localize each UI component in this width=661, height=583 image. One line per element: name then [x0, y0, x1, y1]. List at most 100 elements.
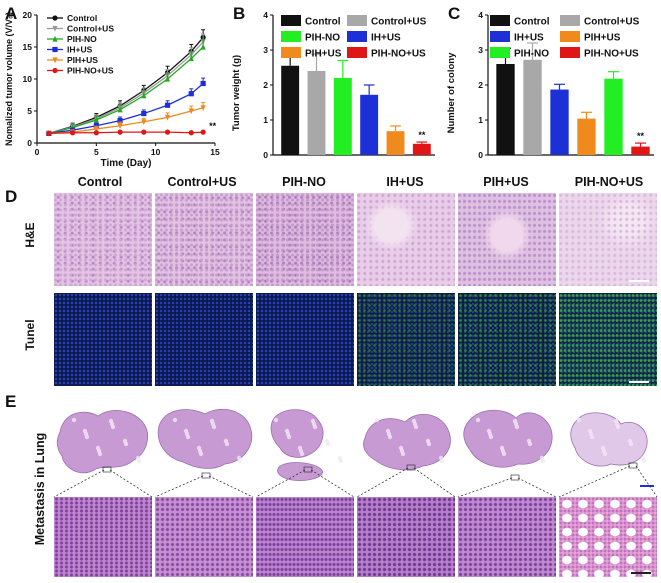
- alveolar-space: [385, 428, 391, 434]
- alveolar-space: [587, 428, 593, 434]
- lung-tissue: [270, 409, 324, 481]
- column-header-pih-no-us: PIH-NO+US: [574, 175, 644, 189]
- tumor-weight-bar-chart: 0 1 2 3 4 Tumor weight (g) ** Control Control+US…: [231, 10, 435, 160]
- alveolar-space: [324, 438, 330, 444]
- bar-ih-us: [360, 94, 379, 155]
- bar-control-us: [523, 59, 542, 155]
- data-point: [200, 80, 206, 87]
- alveolar-space: [499, 445, 505, 451]
- alveolar-space: [108, 418, 114, 424]
- bar-pih-no: [604, 78, 623, 155]
- data-point: [200, 129, 206, 135]
- legend: Control Control+US IH+US PIH+US PIH-NO PIH-NO…: [490, 15, 640, 60]
- legend-label-pih-no: PIH-NO: [305, 33, 340, 44]
- alveolar-space: [374, 417, 380, 423]
- row-label-he: H&E: [23, 222, 37, 248]
- alveolar-space: [122, 438, 128, 444]
- alveolar-space: [209, 418, 215, 424]
- column-header-control-us: Control+US: [167, 175, 237, 189]
- alveolar-space: [613, 418, 619, 424]
- y-tick-label: 4: [478, 10, 483, 20]
- bar-pih-no: [333, 78, 352, 155]
- legend-swatch: [490, 47, 510, 58]
- he-micrograph-control-us: [155, 193, 253, 286]
- lung-zoom-micrograph-control-us: [155, 497, 253, 577]
- lung-section-control: [56, 410, 148, 474]
- bar-pih-no-us: [631, 146, 650, 155]
- data-point: [46, 130, 52, 136]
- significance-marker: **: [637, 131, 645, 141]
- alveolar-space: [82, 428, 88, 434]
- colony-number-bar-chart: 0 1 2 3 4 Number of colony ** Control Control+US…: [446, 10, 654, 160]
- y-tick-label: 10: [23, 74, 33, 84]
- legend-swatch: [490, 15, 510, 26]
- legend-label-ih-us: IH+US: [371, 33, 401, 44]
- he-micrograph-ih-us: [357, 193, 455, 286]
- lung-tissue: [56, 410, 148, 474]
- bar-ih-us: [550, 89, 569, 155]
- scale-bar: [631, 572, 651, 574]
- alveolar-space: [297, 445, 303, 451]
- lung-zoom-micrograph-pih-no: [256, 497, 354, 577]
- y-tick-label: 15: [23, 42, 33, 52]
- data-point: [164, 129, 171, 135]
- data-point: [93, 123, 99, 129]
- legend-swatch: [347, 15, 367, 26]
- x-axis-label: Time (Day): [101, 158, 152, 169]
- legend-label-control-us: Control+US: [584, 17, 640, 28]
- lung-section-control-us: [157, 408, 253, 469]
- legend-marker: [52, 67, 58, 74]
- legend-swatch: [347, 47, 367, 58]
- y-tick-label: 5: [27, 106, 32, 116]
- bar-pih-no-us: [412, 143, 431, 155]
- alveolar-space: [539, 455, 545, 461]
- data-point: [117, 118, 123, 124]
- legend-swatch: [281, 15, 301, 26]
- alveolar-space: [337, 455, 343, 461]
- data-point: [117, 129, 123, 135]
- legend-label-pih-us: PIH+US: [305, 49, 342, 60]
- tunel-micrograph-pih-us: [458, 293, 556, 386]
- lung-tissue: [157, 408, 253, 469]
- series-pih-no-us: [46, 129, 206, 136]
- y-tick-label: 3: [263, 45, 268, 55]
- panel-label-e: E: [5, 392, 17, 411]
- data-point: [93, 116, 99, 123]
- alveolar-space: [576, 417, 582, 423]
- data-point: [200, 43, 206, 50]
- alveolar-space: [627, 438, 633, 444]
- column-header-pih-us: PIH+US: [483, 175, 529, 189]
- alveolar-space: [196, 445, 202, 451]
- lung-zoom-micrograph-pih-no-us: [559, 497, 657, 577]
- panel-label-c: C: [448, 4, 461, 23]
- he-micrograph-pih-no-us: [559, 193, 657, 286]
- legend-swatch: [281, 31, 301, 42]
- data-point: [93, 130, 99, 136]
- lung-whole-sections: [56, 408, 654, 487]
- legend-label-pih-no: PIH-NO: [67, 34, 97, 44]
- alveolar-space: [600, 445, 606, 451]
- significance-marker: **: [209, 121, 217, 131]
- lung-section-ih-us: [363, 413, 451, 471]
- lung-zoom-micrograph-ih-us: [357, 497, 455, 577]
- bar-pih-us: [577, 118, 596, 155]
- he-micrograph-control: [54, 193, 152, 286]
- legend-swatch: [490, 31, 510, 42]
- lung-zoom-micrograph-pih-us: [458, 497, 556, 577]
- y-tick-label: 1: [263, 115, 268, 125]
- legend-label-ih-us: IH+US: [514, 33, 544, 44]
- data-point: [188, 55, 194, 62]
- alveolar-space: [172, 417, 178, 423]
- series-line: [48, 41, 204, 135]
- data-point: [93, 126, 99, 133]
- bar-control: [496, 64, 515, 155]
- x-tick-label: 15: [210, 147, 220, 157]
- alveolar-space: [425, 438, 431, 444]
- data-point: [141, 110, 147, 117]
- alveolar-space: [512, 418, 518, 424]
- tunel-micrograph-control-us: [155, 293, 253, 386]
- alveolar-space: [310, 418, 316, 424]
- legend-marker: [52, 15, 58, 21]
- series-line: [48, 46, 204, 135]
- significance-marker: **: [418, 130, 426, 140]
